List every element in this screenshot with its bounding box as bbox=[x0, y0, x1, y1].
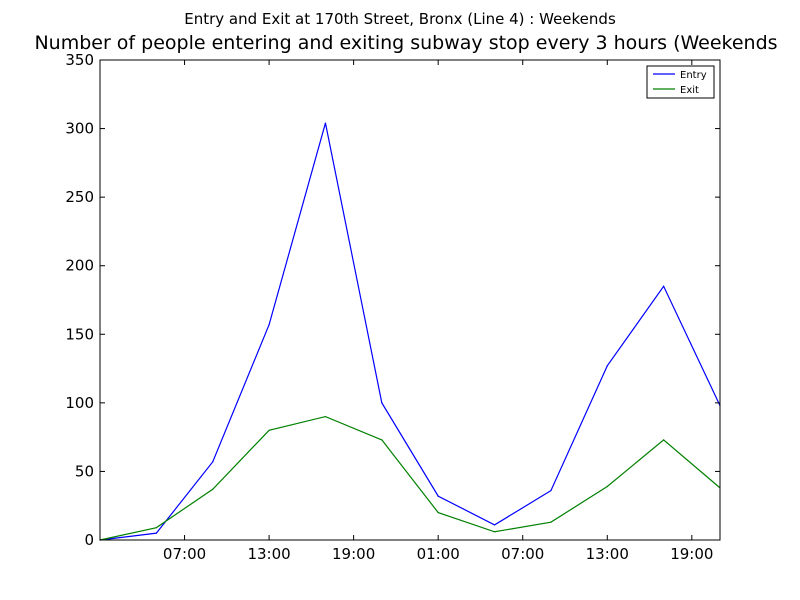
legend-label-entry: Entry bbox=[680, 70, 707, 81]
y-tick-label: 0 bbox=[84, 531, 94, 549]
y-tick-label: 150 bbox=[65, 325, 94, 343]
data-point-exit bbox=[212, 488, 214, 490]
legend-label-exit: Exit bbox=[680, 85, 699, 96]
y-tick-label: 350 bbox=[65, 51, 94, 69]
data-point-entry bbox=[493, 524, 496, 526]
data-point-exit bbox=[437, 511, 439, 514]
data-point-exit bbox=[663, 439, 665, 441]
chart-title: Number of people entering and exiting su… bbox=[34, 32, 777, 54]
data-point-entry bbox=[606, 365, 608, 367]
data-point-entry bbox=[324, 122, 327, 124]
data-point-exit bbox=[493, 531, 496, 533]
series-line-entry bbox=[99, 122, 721, 541]
axes-layer: 0 50 100 150 200 250 300 350 07:00 13:00 19:00 01:0… bbox=[65, 51, 721, 563]
data-point-exit bbox=[381, 439, 383, 441]
y-tick-label: 200 bbox=[65, 257, 94, 275]
y-tick-label: 300 bbox=[65, 120, 94, 138]
x-tick-label: 13:00 bbox=[586, 545, 629, 563]
data-point-entry bbox=[381, 402, 383, 404]
x-tick-label: 19:00 bbox=[670, 545, 713, 563]
x-tick-label: 07:00 bbox=[163, 545, 206, 563]
data-point-entry bbox=[437, 495, 439, 497]
series-line-exit bbox=[99, 415, 721, 541]
data-point-exit bbox=[268, 429, 270, 431]
y-tick-label: 50 bbox=[75, 462, 94, 480]
x-tick-label: 19:00 bbox=[332, 545, 375, 563]
y-tick-label: 250 bbox=[65, 188, 94, 206]
data-point-exit bbox=[324, 415, 327, 418]
plot-frame bbox=[99, 59, 721, 541]
data-point-exit bbox=[550, 521, 552, 523]
chart-suptitle: Entry and Exit at 170th Street, Bronx (L… bbox=[184, 10, 616, 28]
data-point-entry bbox=[268, 324, 270, 326]
data-point-entry bbox=[663, 285, 665, 287]
data-point-entry bbox=[155, 532, 157, 534]
x-tick-label: 13:00 bbox=[247, 545, 290, 563]
data-point-entry bbox=[550, 490, 552, 492]
legend: Entry Exit bbox=[646, 65, 715, 99]
data-point-entry bbox=[212, 461, 214, 463]
x-tick-label: 07:00 bbox=[501, 545, 544, 563]
data-point-exit bbox=[606, 485, 608, 488]
x-tick-label: 01:00 bbox=[417, 545, 460, 563]
data-point-exit bbox=[155, 527, 157, 529]
y-tick-label: 100 bbox=[65, 394, 94, 412]
legend-box bbox=[646, 65, 715, 99]
